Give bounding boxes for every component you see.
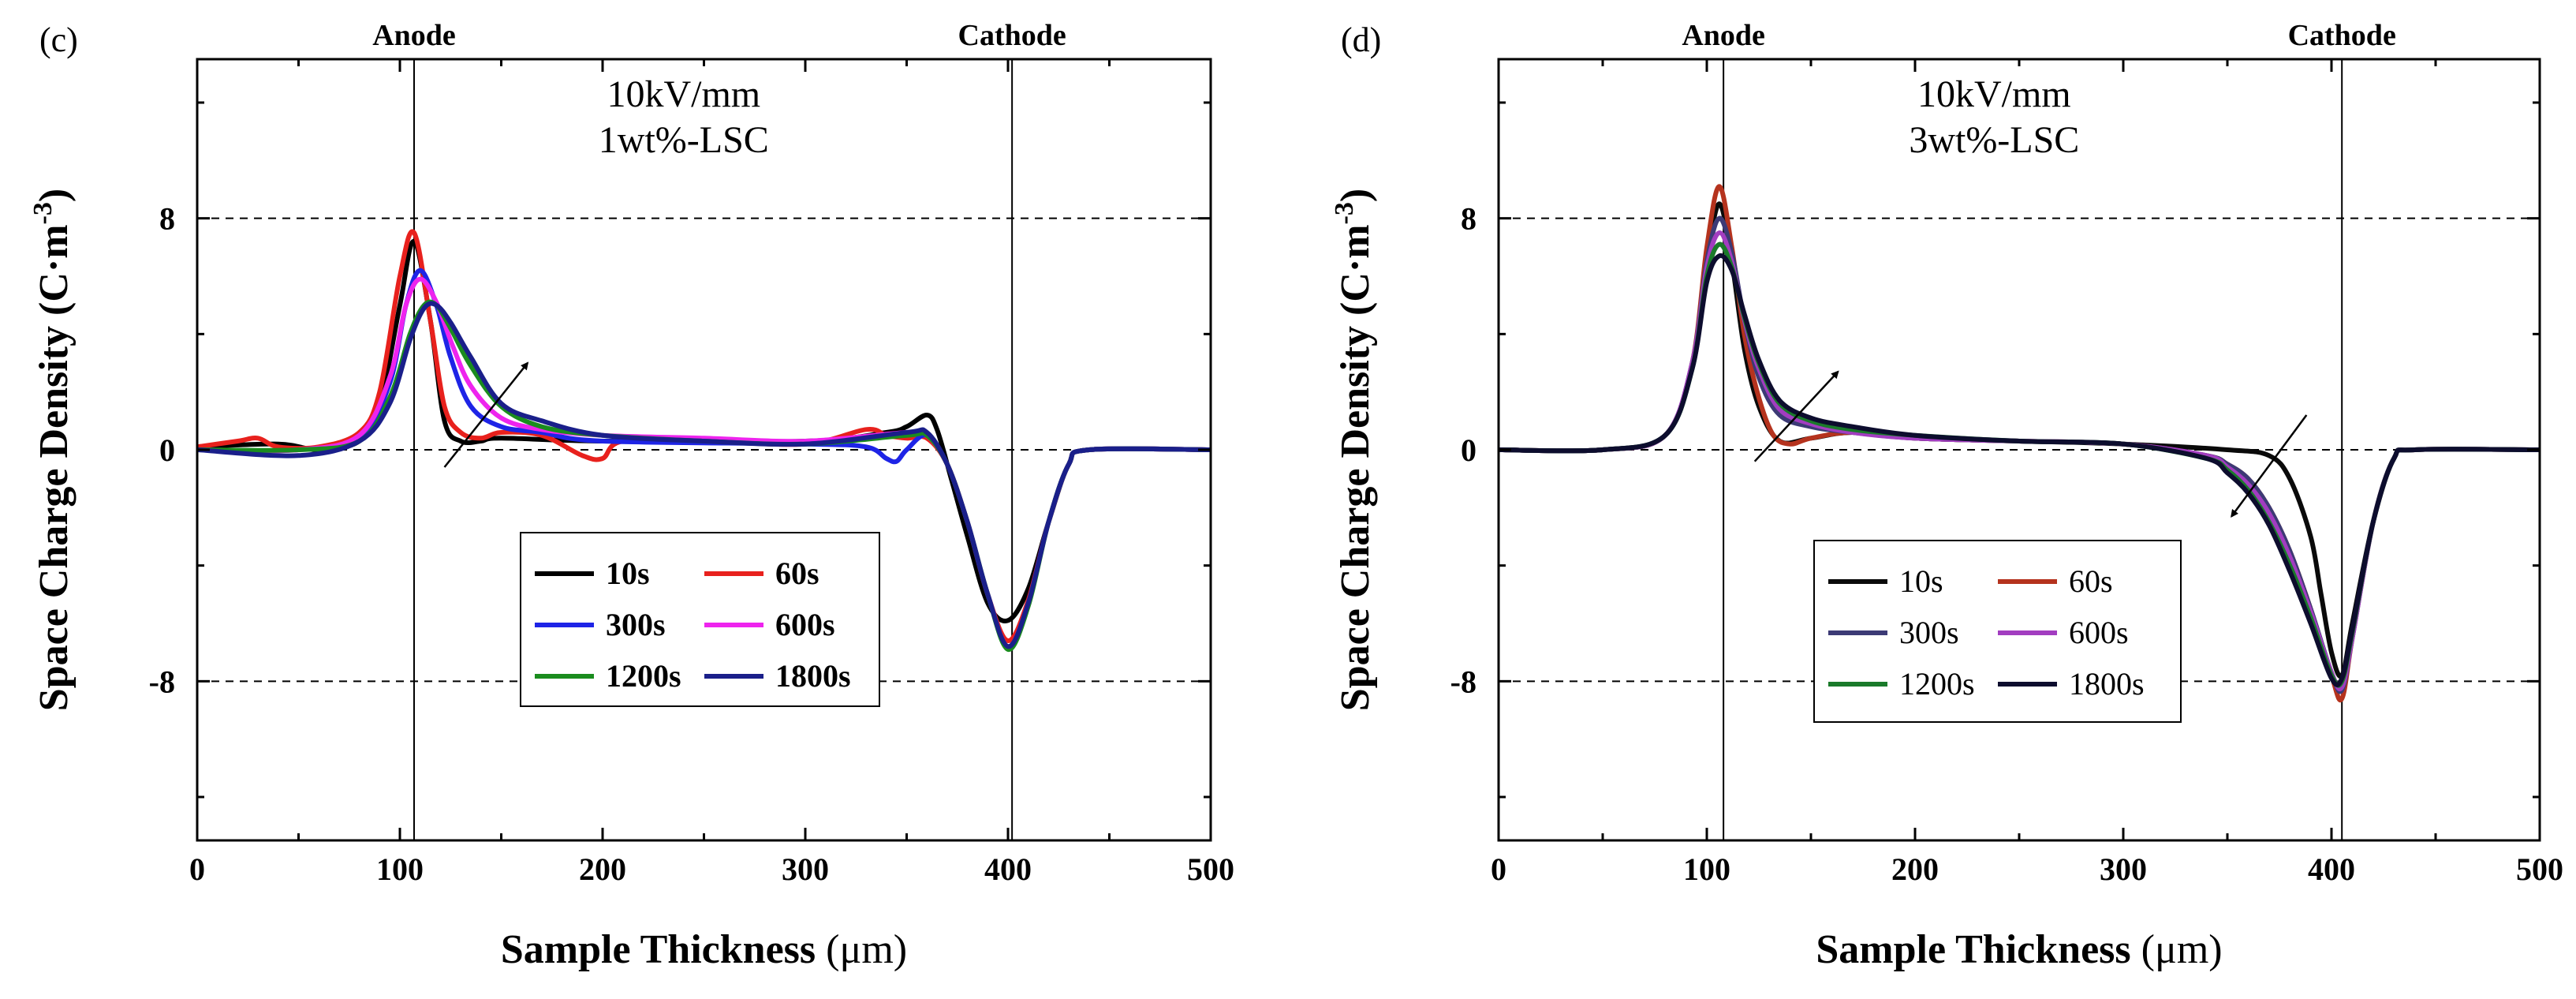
series-line-60s [197,229,1211,643]
x-tick-label: 200 [579,851,626,887]
legend-label: 1200s [1899,666,1975,702]
electrode-label: Anode [372,19,456,52]
y-axis-label-close: ) [32,189,77,202]
legend-label: 10s [1899,563,1943,599]
y-axis-label: Space Charge Density (C·m-3) [28,189,77,711]
x-tick-label: 500 [1187,851,1234,887]
x-tick-label: 500 [2516,851,2563,887]
trend-arrow [2231,414,2308,518]
condition-annotation: 10kV/mm [1917,73,2071,115]
condition-annotation: 10kV/mm [607,73,760,115]
electrode-label: Anode [1682,19,1765,52]
x-tick-label: 400 [2308,851,2355,887]
legend-label: 600s [2069,615,2129,650]
x-tick-label: 300 [2100,851,2147,887]
x-axis-label-unit: (μm) [2141,927,2223,972]
legend-label: 300s [606,607,666,642]
x-axis-label-unit: (μm) [826,927,907,972]
legend: 10s 60s 300s 600s 1200s 1800s [1813,540,2182,723]
electrode-label: Cathode [958,19,1066,52]
panel-label: (d) [1341,21,1381,59]
x-tick-label: 100 [376,851,424,887]
x-tick-label: 300 [782,851,829,887]
electrode-label: Cathode [2288,19,2396,52]
x-axis-label-main: Sample Thickness [1816,927,2141,972]
series-line-1800s [1499,253,2540,687]
trend-arrow [1753,370,1839,462]
legend-label: 60s [2069,563,2113,599]
legend-label: 60s [775,556,819,591]
legend-label: 1800s [775,658,851,694]
y-tick-label: 8 [159,201,175,237]
y-axis-label-exponent: -3 [1330,202,1359,224]
data-series-group [1499,184,2540,703]
x-tick-label: 0 [1491,851,1506,887]
panel-c: Anode Cathode 0 100 200 300 400 500 8 0 -8 (c) 10kV/… [28,19,1234,972]
legend-label: 600s [775,607,835,642]
legend: 10s 60s 300s 600s 1200s 1800s [520,532,880,707]
x-tick-label: 100 [1683,851,1730,887]
x-axis-label: Sample Thickness (μm) [501,927,907,972]
y-axis-label-unit: (C·m [1333,224,1378,316]
y-axis-label-exponent: -3 [28,202,58,224]
y-tick-label: 8 [1461,201,1477,237]
y-axis-label-unit: (C·m [32,224,77,316]
series-line-1800s [197,301,1211,649]
trend-arrow [443,361,529,468]
x-axis-label-main: Sample Thickness [501,927,826,972]
x-tick-label: 0 [189,851,205,887]
y-axis-label: Space Charge Density (C·m-3) [1330,189,1378,711]
y-axis-label-main: Space Charge Density [1333,316,1378,711]
x-tick-label: 400 [984,851,1032,887]
x-axis-label: Sample Thickness (μm) [1816,927,2222,972]
x-tick-label: 200 [1891,851,1939,887]
condition-annotation: 1wt%-LSC [599,119,769,161]
y-axis-label-close: ) [1333,189,1378,202]
legend-label: 1200s [606,658,681,694]
y-tick-label: -8 [1450,664,1477,699]
data-series-group [197,229,1211,652]
plot-frame [196,58,1212,842]
y-tick-label: -8 [149,664,175,699]
legend-label: 1800s [2069,666,2145,702]
panel-label: (c) [39,21,78,59]
y-axis-label-main: Space Charge Density [32,316,77,711]
panel-d: Anode Cathode 0 100 200 300 400 500 8 0 -8 (d) 10kV/… [1330,19,2563,972]
y-tick-label: 0 [159,432,175,468]
condition-annotation: 3wt%-LSC [1909,119,2079,161]
legend-label: 300s [1899,615,1959,650]
legend-label: 10s [606,556,650,591]
y-tick-label: 0 [1461,432,1477,468]
